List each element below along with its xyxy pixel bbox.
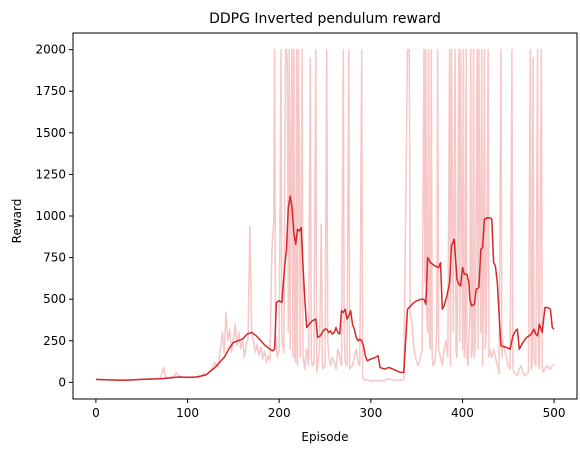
y-tick-label: 1750 [35,84,66,98]
y-tick-label: 500 [43,292,66,306]
x-tick-label: 400 [451,406,474,420]
x-tick-label: 300 [359,406,382,420]
x-tick-label: 100 [176,406,199,420]
y-tick-label: 250 [43,334,66,348]
x-tick-label: 0 [92,406,100,420]
series-line-raw [95,48,555,382]
y-tick-label: 2000 [35,43,66,57]
series-lines [95,48,555,382]
chart-title: DDPG Inverted pendulum reward [209,11,441,27]
series-line-smoothed [95,195,555,381]
x-axis-ticks: 0 100 200 300 400 500 [92,399,566,420]
y-tick-label: 1000 [35,209,66,223]
y-tick-label: 750 [43,251,66,265]
y-axis-ticks: 0 250 500 750 1000 1250 1500 1750 2000 [35,43,73,389]
y-tick-label: 0 [58,375,66,389]
x-tick-label: 200 [268,406,291,420]
y-axis-label: Reward [10,199,24,244]
x-tick-label: 500 [543,406,566,420]
y-tick-label: 1500 [35,126,66,140]
x-axis-label: Episode [301,430,348,444]
y-tick-label: 1250 [35,167,66,181]
